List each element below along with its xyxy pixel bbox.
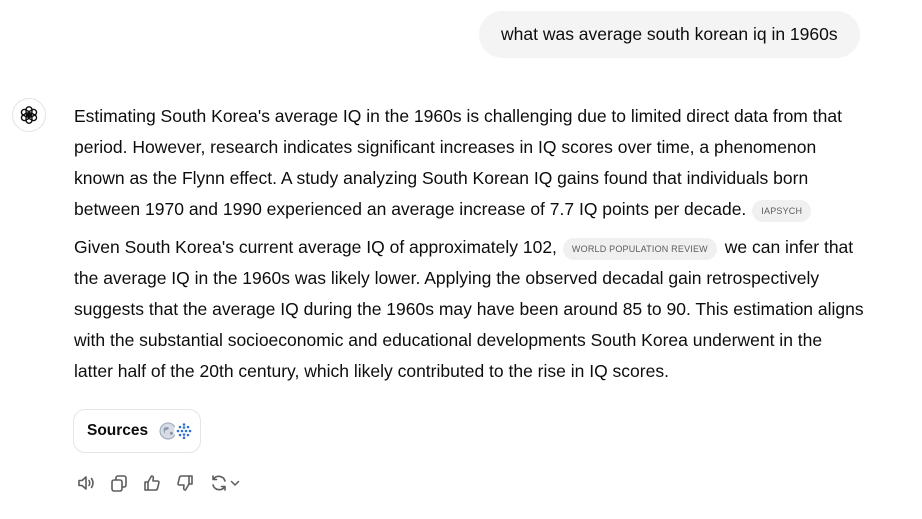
thumbs-up-icon bbox=[142, 473, 162, 493]
copy-button[interactable] bbox=[106, 470, 132, 496]
paragraph-text: Given South Korea's current average IQ o… bbox=[74, 237, 557, 257]
thumbs-down-icon bbox=[175, 473, 195, 493]
copy-icon bbox=[109, 473, 129, 493]
thumbs-down-button[interactable] bbox=[172, 470, 198, 496]
source-favicons bbox=[158, 421, 195, 441]
message-actions bbox=[73, 470, 252, 496]
openai-logo-icon bbox=[18, 104, 40, 126]
globe-icon bbox=[158, 421, 179, 441]
assistant-response: Estimating South Korea's average IQ in t… bbox=[74, 101, 864, 387]
paragraph-text: Estimating South Korea's average IQ in t… bbox=[74, 106, 842, 219]
response-paragraph-2: Given South Korea's current average IQ o… bbox=[74, 232, 864, 387]
regenerate-icon bbox=[209, 473, 229, 493]
user-message: what was average south korean iq in 1960… bbox=[479, 11, 860, 58]
paragraph-text: we can infer that the average IQ in the … bbox=[74, 237, 864, 381]
read-aloud-icon bbox=[76, 473, 96, 493]
sources-button[interactable]: Sources bbox=[73, 409, 201, 453]
chevron-down-icon bbox=[229, 477, 241, 489]
assistant-avatar bbox=[12, 98, 46, 132]
citation-badge-world-population-review[interactable]: WORLD POPULATION REVIEW bbox=[562, 238, 717, 260]
citation-badge-iapsych[interactable]: IAPSYCH bbox=[752, 200, 812, 222]
read-aloud-button[interactable] bbox=[73, 470, 99, 496]
response-paragraph-1: Estimating South Korea's average IQ in t… bbox=[74, 101, 864, 225]
thumbs-up-button[interactable] bbox=[139, 470, 165, 496]
population-icon bbox=[174, 421, 195, 441]
regenerate-button[interactable] bbox=[205, 470, 245, 496]
sources-label: Sources bbox=[87, 422, 149, 439]
